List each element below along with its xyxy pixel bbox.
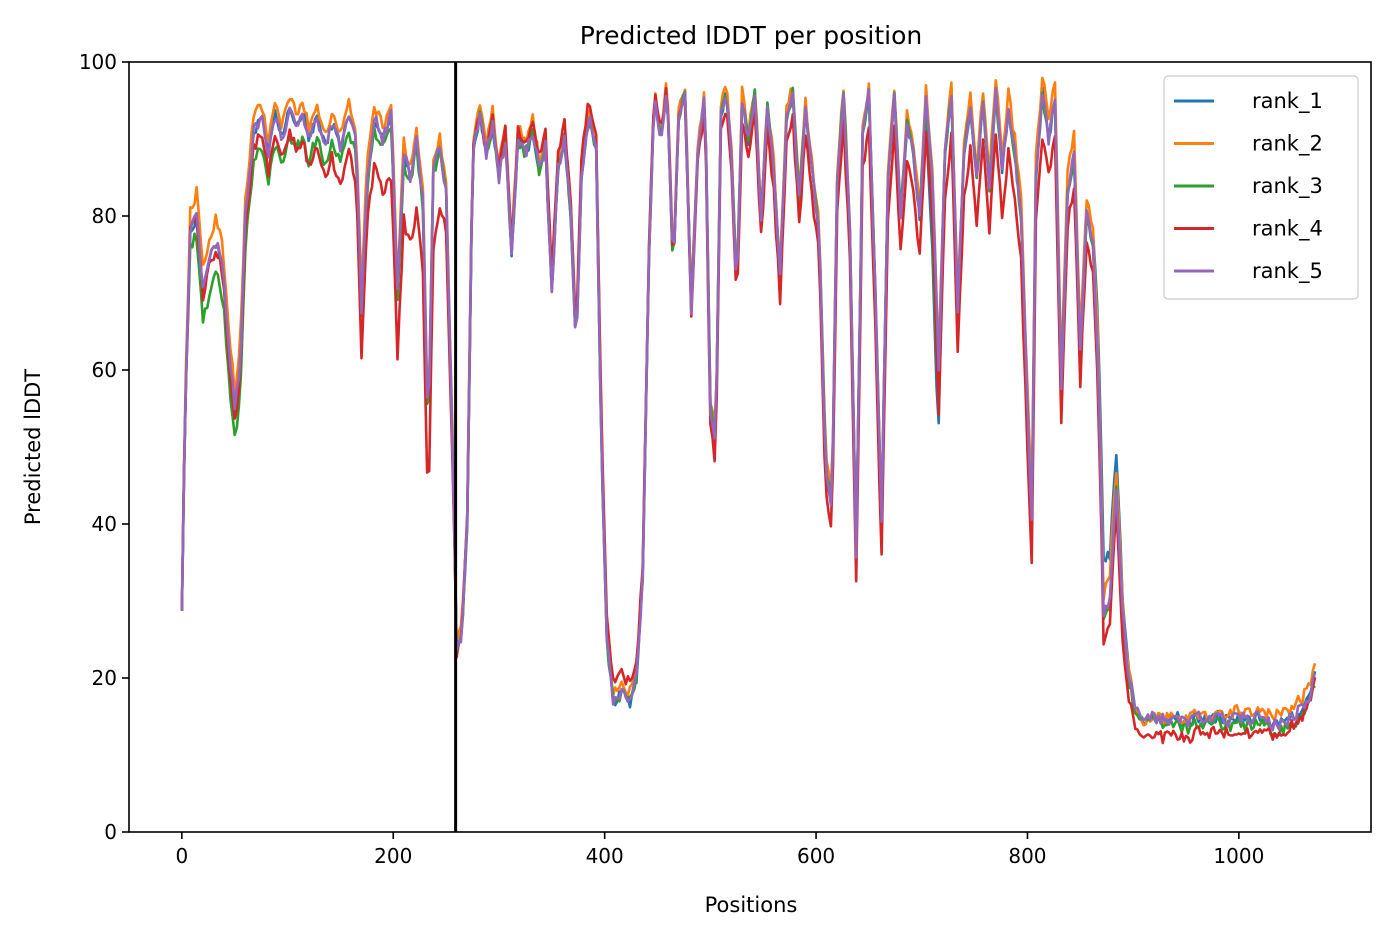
x-tick-label: 400 — [586, 844, 624, 868]
x-axis-label: Positions — [705, 893, 798, 917]
y-tick-label: 100 — [79, 50, 117, 74]
series-line-rank_5 — [180, 86, 1317, 732]
legend: rank_1 rank_2 rank_3 rank_4 rank_5 — [1163, 75, 1359, 300]
plot-area — [128, 61, 1372, 833]
x-tick-label: 800 — [1008, 844, 1046, 868]
legend-label-rank_1: rank_1 — [1252, 89, 1323, 114]
series-group — [180, 76, 1317, 745]
chart-title: Predicted lDDT per position — [580, 21, 922, 50]
x-tick-label: 0 — [175, 844, 188, 868]
y-tick-label: 40 — [92, 512, 117, 536]
y-tick-label: 20 — [92, 666, 117, 690]
y-tick-label: 80 — [92, 204, 117, 228]
x-tick-label: 1000 — [1213, 844, 1264, 868]
legend-frame — [1163, 75, 1359, 300]
y-axis: 0 20 40 60 80 100 — [79, 50, 129, 844]
legend-label-rank_4: rank_4 — [1252, 217, 1323, 242]
y-axis-label: Predicted lDDT — [21, 369, 45, 525]
y-tick-label: 0 — [104, 820, 117, 844]
x-tick-label: 200 — [374, 844, 412, 868]
legend-label-rank_2: rank_2 — [1252, 132, 1323, 157]
y-tick-label: 60 — [92, 358, 117, 382]
x-axis: 0 200 400 600 800 1000 — [175, 832, 1264, 868]
x-tick-label: 600 — [797, 844, 835, 868]
plot-frame — [128, 61, 1372, 833]
series-line-rank_4 — [180, 86, 1317, 745]
legend-label-rank_5: rank_5 — [1252, 259, 1323, 284]
legend-label-rank_3: rank_3 — [1252, 174, 1323, 199]
